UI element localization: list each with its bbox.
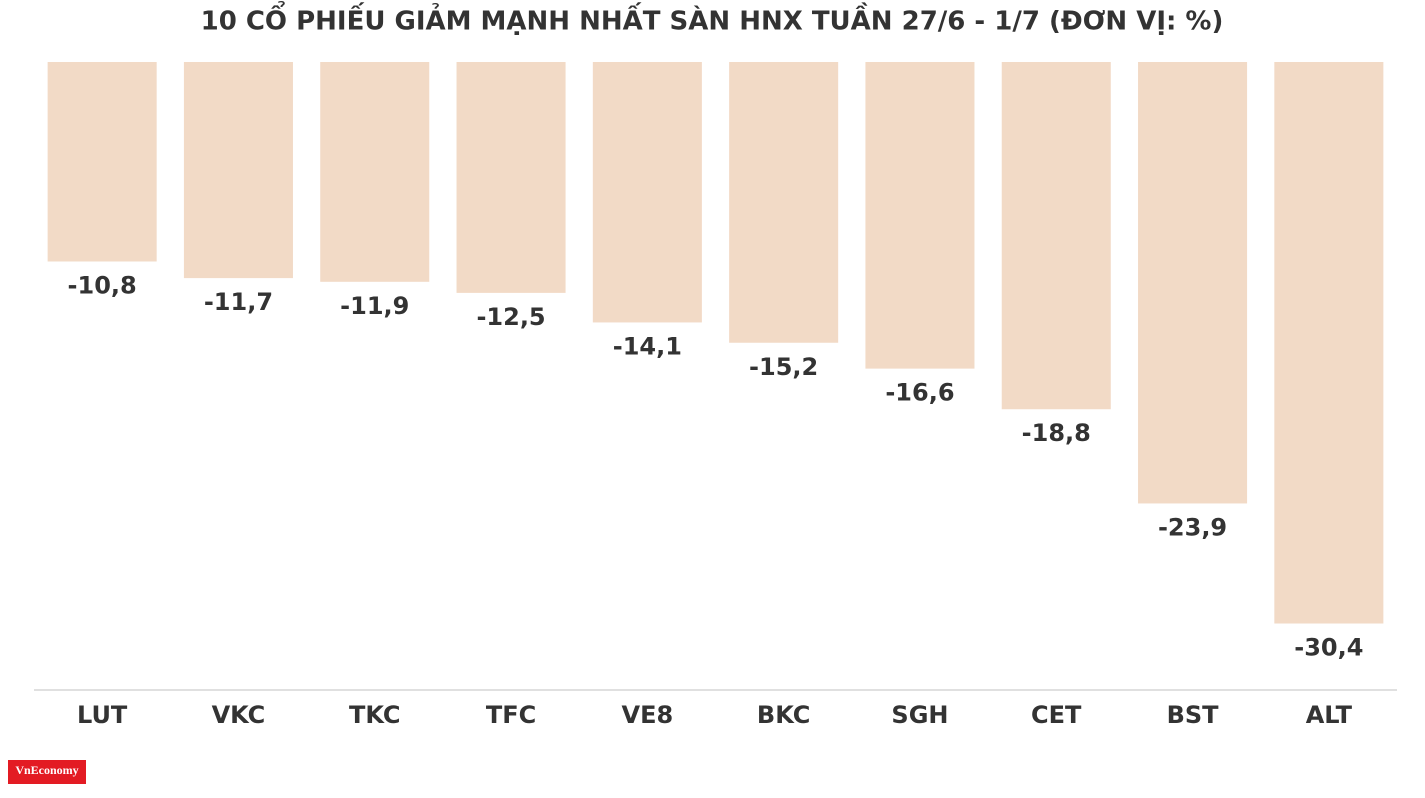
bar bbox=[183, 62, 293, 279]
x-tick-label: ALT bbox=[1306, 701, 1353, 729]
bar bbox=[1274, 62, 1384, 624]
bar bbox=[1138, 62, 1248, 504]
x-tick-label: SGH bbox=[891, 701, 948, 729]
logo-box bbox=[8, 760, 86, 784]
bar bbox=[729, 62, 839, 343]
value-label: -11,7 bbox=[204, 288, 273, 316]
x-tick-label: CET bbox=[1031, 701, 1082, 729]
value-label: -18,8 bbox=[1022, 419, 1091, 447]
logo: VnEconomy bbox=[15, 763, 78, 777]
value-label: -30,4 bbox=[1294, 634, 1363, 662]
x-tick-label: LUT bbox=[77, 701, 128, 729]
x-tick-label: TFC bbox=[486, 701, 536, 729]
x-tick-label: TKC bbox=[349, 701, 401, 729]
value-label: -16,6 bbox=[885, 379, 954, 407]
x-tick-label: BST bbox=[1167, 701, 1220, 729]
value-label: -23,9 bbox=[1158, 513, 1227, 541]
bar bbox=[1001, 62, 1111, 410]
bar bbox=[320, 62, 430, 282]
x-tick-label: BKC bbox=[757, 701, 810, 729]
bar bbox=[592, 62, 702, 323]
x-tick-label: VE8 bbox=[622, 701, 674, 729]
bar bbox=[456, 62, 566, 293]
value-label: -11,9 bbox=[340, 292, 409, 320]
value-label: -10,8 bbox=[68, 271, 137, 299]
value-label: -12,5 bbox=[476, 303, 545, 331]
chart-title: 10 CỔ PHIẾU GIẢM MẠNH NHẤT SÀN HNX TUẦN … bbox=[201, 0, 1224, 37]
value-label: -15,2 bbox=[749, 353, 818, 381]
bar bbox=[47, 62, 157, 262]
x-tick-label: VKC bbox=[212, 701, 266, 729]
value-label: -14,1 bbox=[613, 332, 682, 360]
bar bbox=[865, 62, 975, 369]
